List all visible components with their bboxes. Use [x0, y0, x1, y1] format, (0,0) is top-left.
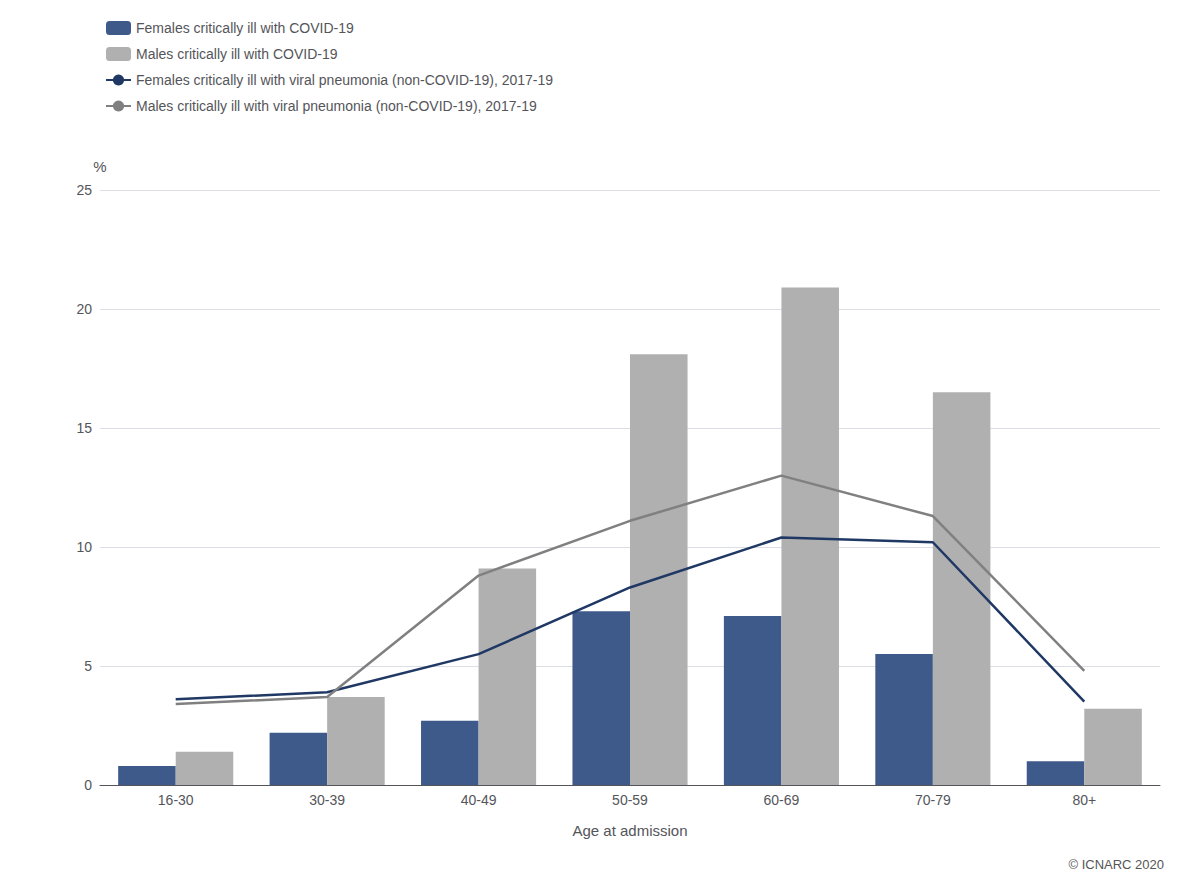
svg-text:30-39: 30-39 — [309, 792, 345, 808]
svg-text:5: 5 — [84, 658, 92, 674]
svg-text:0: 0 — [84, 777, 92, 793]
svg-text:25: 25 — [76, 182, 92, 198]
svg-text:70-79: 70-79 — [915, 792, 951, 808]
svg-text:80+: 80+ — [1072, 792, 1096, 808]
svg-text:Females critically ill with CO: Females critically ill with COVID-19 — [136, 20, 354, 36]
svg-text:Females critically ill with vi: Females critically ill with viral pneumo… — [136, 72, 553, 88]
svg-text:Males critically ill with vira: Males critically ill with viral pneumoni… — [136, 98, 537, 114]
svg-text:© ICNARC 2020: © ICNARC 2020 — [1068, 857, 1164, 872]
svg-text:16-30: 16-30 — [158, 792, 194, 808]
svg-text:40-49: 40-49 — [461, 792, 497, 808]
svg-text:10: 10 — [76, 539, 92, 555]
svg-text:60-69: 60-69 — [764, 792, 800, 808]
svg-text:Age at admission: Age at admission — [572, 822, 687, 839]
svg-text:15: 15 — [76, 420, 92, 436]
svg-text:50-59: 50-59 — [612, 792, 648, 808]
svg-text:Males critically ill with COVI: Males critically ill with COVID-19 — [136, 46, 338, 62]
svg-text:20: 20 — [76, 301, 92, 317]
svg-text:%: % — [93, 158, 106, 175]
